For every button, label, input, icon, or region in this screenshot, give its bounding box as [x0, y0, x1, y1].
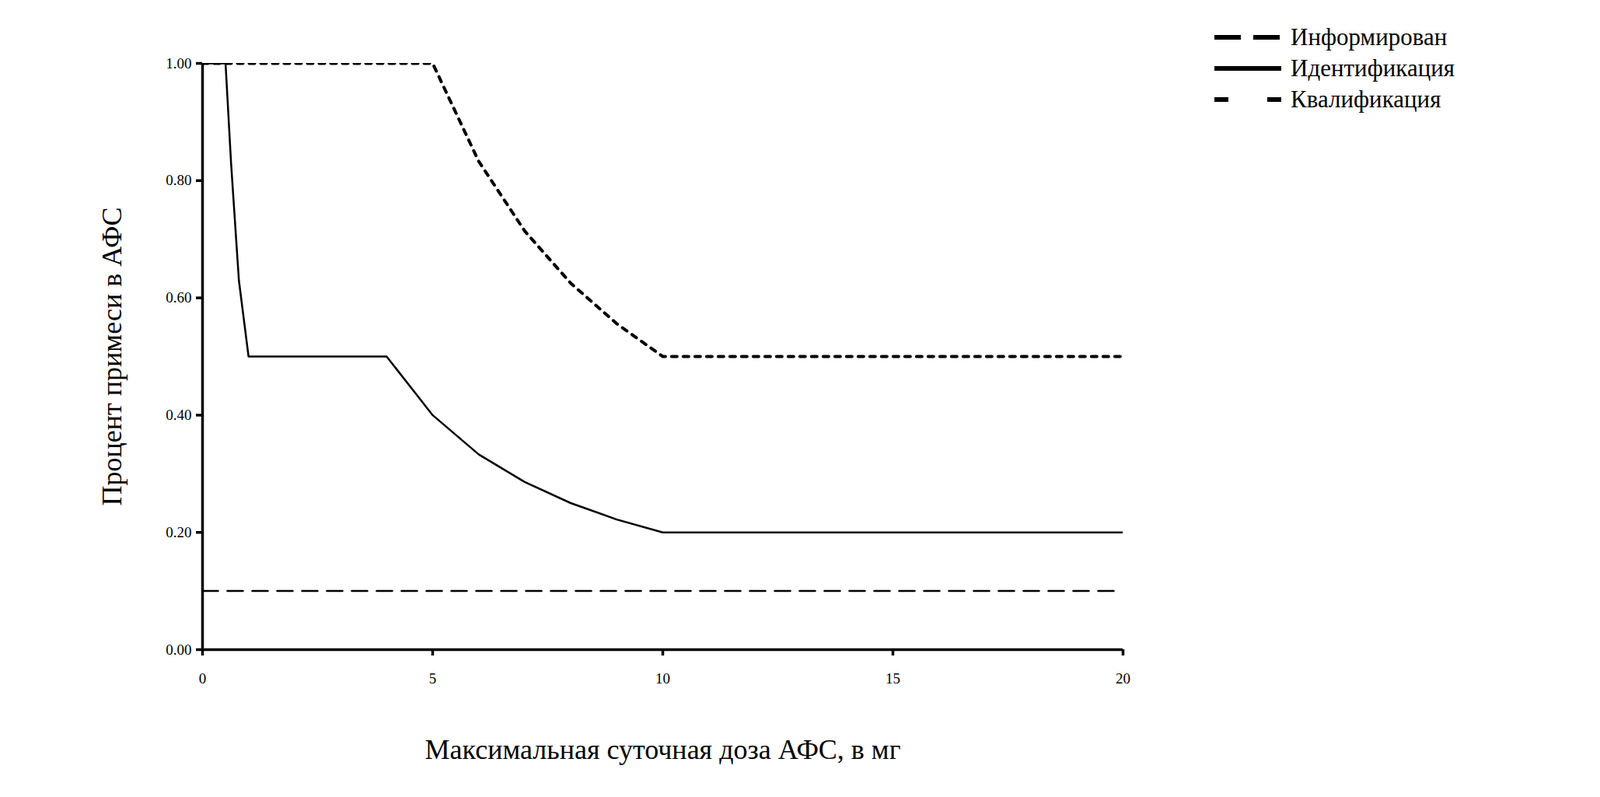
svg-text:10: 10 — [655, 670, 671, 687]
svg-text:15: 15 — [885, 670, 901, 687]
svg-text:Максимальная суточная доза АФС: Максимальная суточная доза АФС, в мг — [425, 733, 902, 766]
svg-text:1.00: 1.00 — [165, 55, 192, 72]
html-text:Идентификация: Идентификация — [1290, 54, 1455, 82]
svg-text:Процент примеси в АФС: Процент примеси в АФС — [96, 207, 128, 507]
svg-text:5: 5 — [429, 670, 437, 687]
svg-text:0.00: 0.00 — [165, 641, 192, 658]
svg-text:0: 0 — [199, 670, 207, 687]
svg-text:0.40: 0.40 — [165, 406, 192, 423]
svg-text:0.60: 0.60 — [165, 289, 192, 306]
svg-text:20: 20 — [1115, 670, 1131, 687]
html-text:Информирован: Информирован — [1290, 23, 1448, 51]
html-text:Квалификация: Квалификация — [1290, 85, 1442, 113]
svg-text:0.20: 0.20 — [165, 524, 192, 541]
svg-text:0.80: 0.80 — [165, 171, 192, 189]
